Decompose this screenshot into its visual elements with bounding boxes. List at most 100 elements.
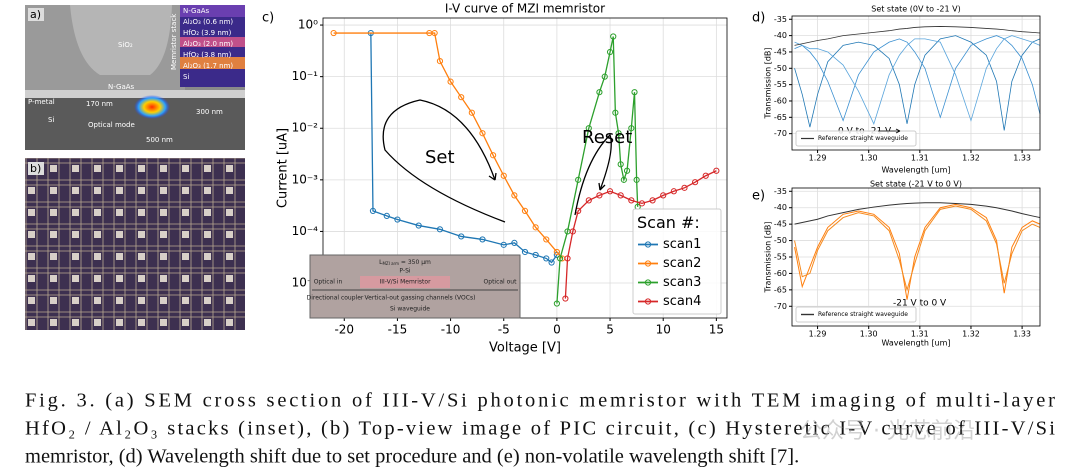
y-tick-label: 10⁻² [292, 121, 319, 135]
data-point [702, 172, 709, 179]
series-line [794, 35, 1041, 125]
tem-layer-label: Al₂O₃ (1.7 nm) [183, 62, 233, 70]
data-point [562, 295, 569, 302]
x-tick-label: 1.32 [962, 154, 980, 163]
series-line [333, 32, 563, 259]
data-point [556, 255, 564, 262]
caption-line: Fig. 3. (a) SEM cross section of III-V/S… [25, 390, 1055, 412]
inset-label: Directional coupler [307, 295, 364, 302]
legend-label: Reference straight waveguide [818, 135, 908, 142]
data-point [458, 233, 465, 240]
legend-label: Reference straight waveguide [818, 311, 908, 318]
data-point [631, 89, 638, 96]
y-tick-label: -45 [774, 220, 787, 229]
data-point [596, 192, 603, 199]
data-point [606, 48, 614, 56]
data-point [633, 176, 640, 183]
series-line [794, 203, 1041, 300]
data-point [617, 161, 624, 168]
legend-box [795, 306, 917, 323]
tem-layer-label: Al₂O₃ (0.6 nm) [183, 18, 233, 26]
y-axis-label: Transmission [dB] [764, 221, 773, 293]
sem-label: N-GaAs [108, 83, 135, 91]
y-tick-label: -35 [774, 15, 787, 24]
sem-label: 170 nm [86, 100, 113, 108]
y-tick-label: -70 [774, 129, 787, 138]
data-point [628, 125, 635, 132]
data-point [431, 29, 438, 37]
y-tick-label: -65 [774, 113, 787, 122]
chip-image [25, 158, 245, 330]
inset-memristor [360, 276, 450, 288]
y-tick-label: -55 [774, 253, 787, 262]
data-point [543, 236, 550, 243]
panel-label: a) [30, 8, 41, 21]
data-point [606, 188, 614, 195]
data-point [569, 228, 576, 235]
x-tick-label: 1.30 [860, 330, 878, 339]
x-tick-label: 0 [553, 323, 561, 337]
data-point [479, 130, 486, 137]
tem-band [180, 37, 245, 47]
data-point [543, 255, 550, 262]
sem-label: P-metal [28, 98, 55, 106]
legend-marker [644, 260, 652, 267]
x-axis-label: Wavelength [um] [881, 166, 950, 175]
x-tick-label: 1.33 [1013, 330, 1031, 339]
x-tick-label: 1.31 [911, 154, 929, 163]
data-point [383, 212, 390, 220]
x-tick-label: 1.33 [1013, 154, 1031, 163]
inset-label: Vertical-out gassing channels (VOCs) [365, 295, 476, 302]
plot-frame [791, 15, 1041, 151]
y-tick-label: -60 [774, 269, 787, 278]
data-point [617, 192, 624, 199]
data-point [468, 109, 475, 116]
legend-marker [644, 279, 652, 286]
series-line [794, 26, 1041, 46]
sem-label: Memristor stack [170, 13, 178, 70]
data-point [585, 125, 592, 132]
inset-label: P-Si [399, 268, 410, 275]
y-tick-label: -40 [774, 31, 787, 40]
legend-box [795, 130, 917, 147]
data-point [511, 239, 518, 246]
data-point [415, 222, 422, 229]
x-tick-label: 1.30 [860, 154, 878, 163]
set-arrow [382, 99, 506, 223]
x-tick-label: -20 [334, 323, 354, 337]
data-point [601, 73, 608, 80]
legend-label: scan2 [663, 256, 701, 271]
watermark: 公众号 · 光芯前沿 [800, 419, 975, 444]
legend-label: scan4 [663, 294, 701, 309]
chart: -70 -65 -60 -55 -50 -45 -40 -35 1.29 1.30 1.31 1.32… [752, 180, 1041, 348]
reset-arrow-head [598, 182, 606, 191]
data-point [479, 236, 486, 243]
data-point [615, 130, 622, 137]
legend-title: Scan #: [637, 213, 700, 232]
y-tick-label: -45 [774, 47, 787, 56]
x-tick-label: 1.29 [809, 330, 827, 339]
data-point [585, 197, 592, 204]
data-point [620, 176, 627, 183]
inset-c: LMZI arm = 350 µm P-Si III-V/Si Memristo… [307, 254, 521, 319]
data-point [692, 179, 699, 186]
y-tick-label: -50 [774, 236, 787, 245]
tem-band [180, 5, 245, 17]
chart-title: Set state (0V to -21 V) [871, 5, 961, 14]
panel-label: e) [752, 189, 765, 204]
sem-label: 300 nm [196, 108, 223, 116]
plot-frame [791, 187, 1041, 327]
data-point [649, 197, 656, 204]
optical-mode [134, 95, 170, 119]
y-tick-label: -55 [774, 80, 787, 89]
data-point [532, 224, 539, 231]
data-point [713, 167, 720, 174]
data-point [553, 300, 560, 307]
x-tick-label: -5 [498, 323, 510, 337]
inset-label: III-V/Si Memristor [379, 279, 431, 286]
inset-label: = 350 µm [399, 259, 431, 266]
data-point [532, 251, 539, 259]
y-tick-label: 10⁻⁴ [292, 224, 319, 238]
annotation: Set [425, 147, 455, 168]
x-tick-label: 10 [656, 323, 671, 337]
